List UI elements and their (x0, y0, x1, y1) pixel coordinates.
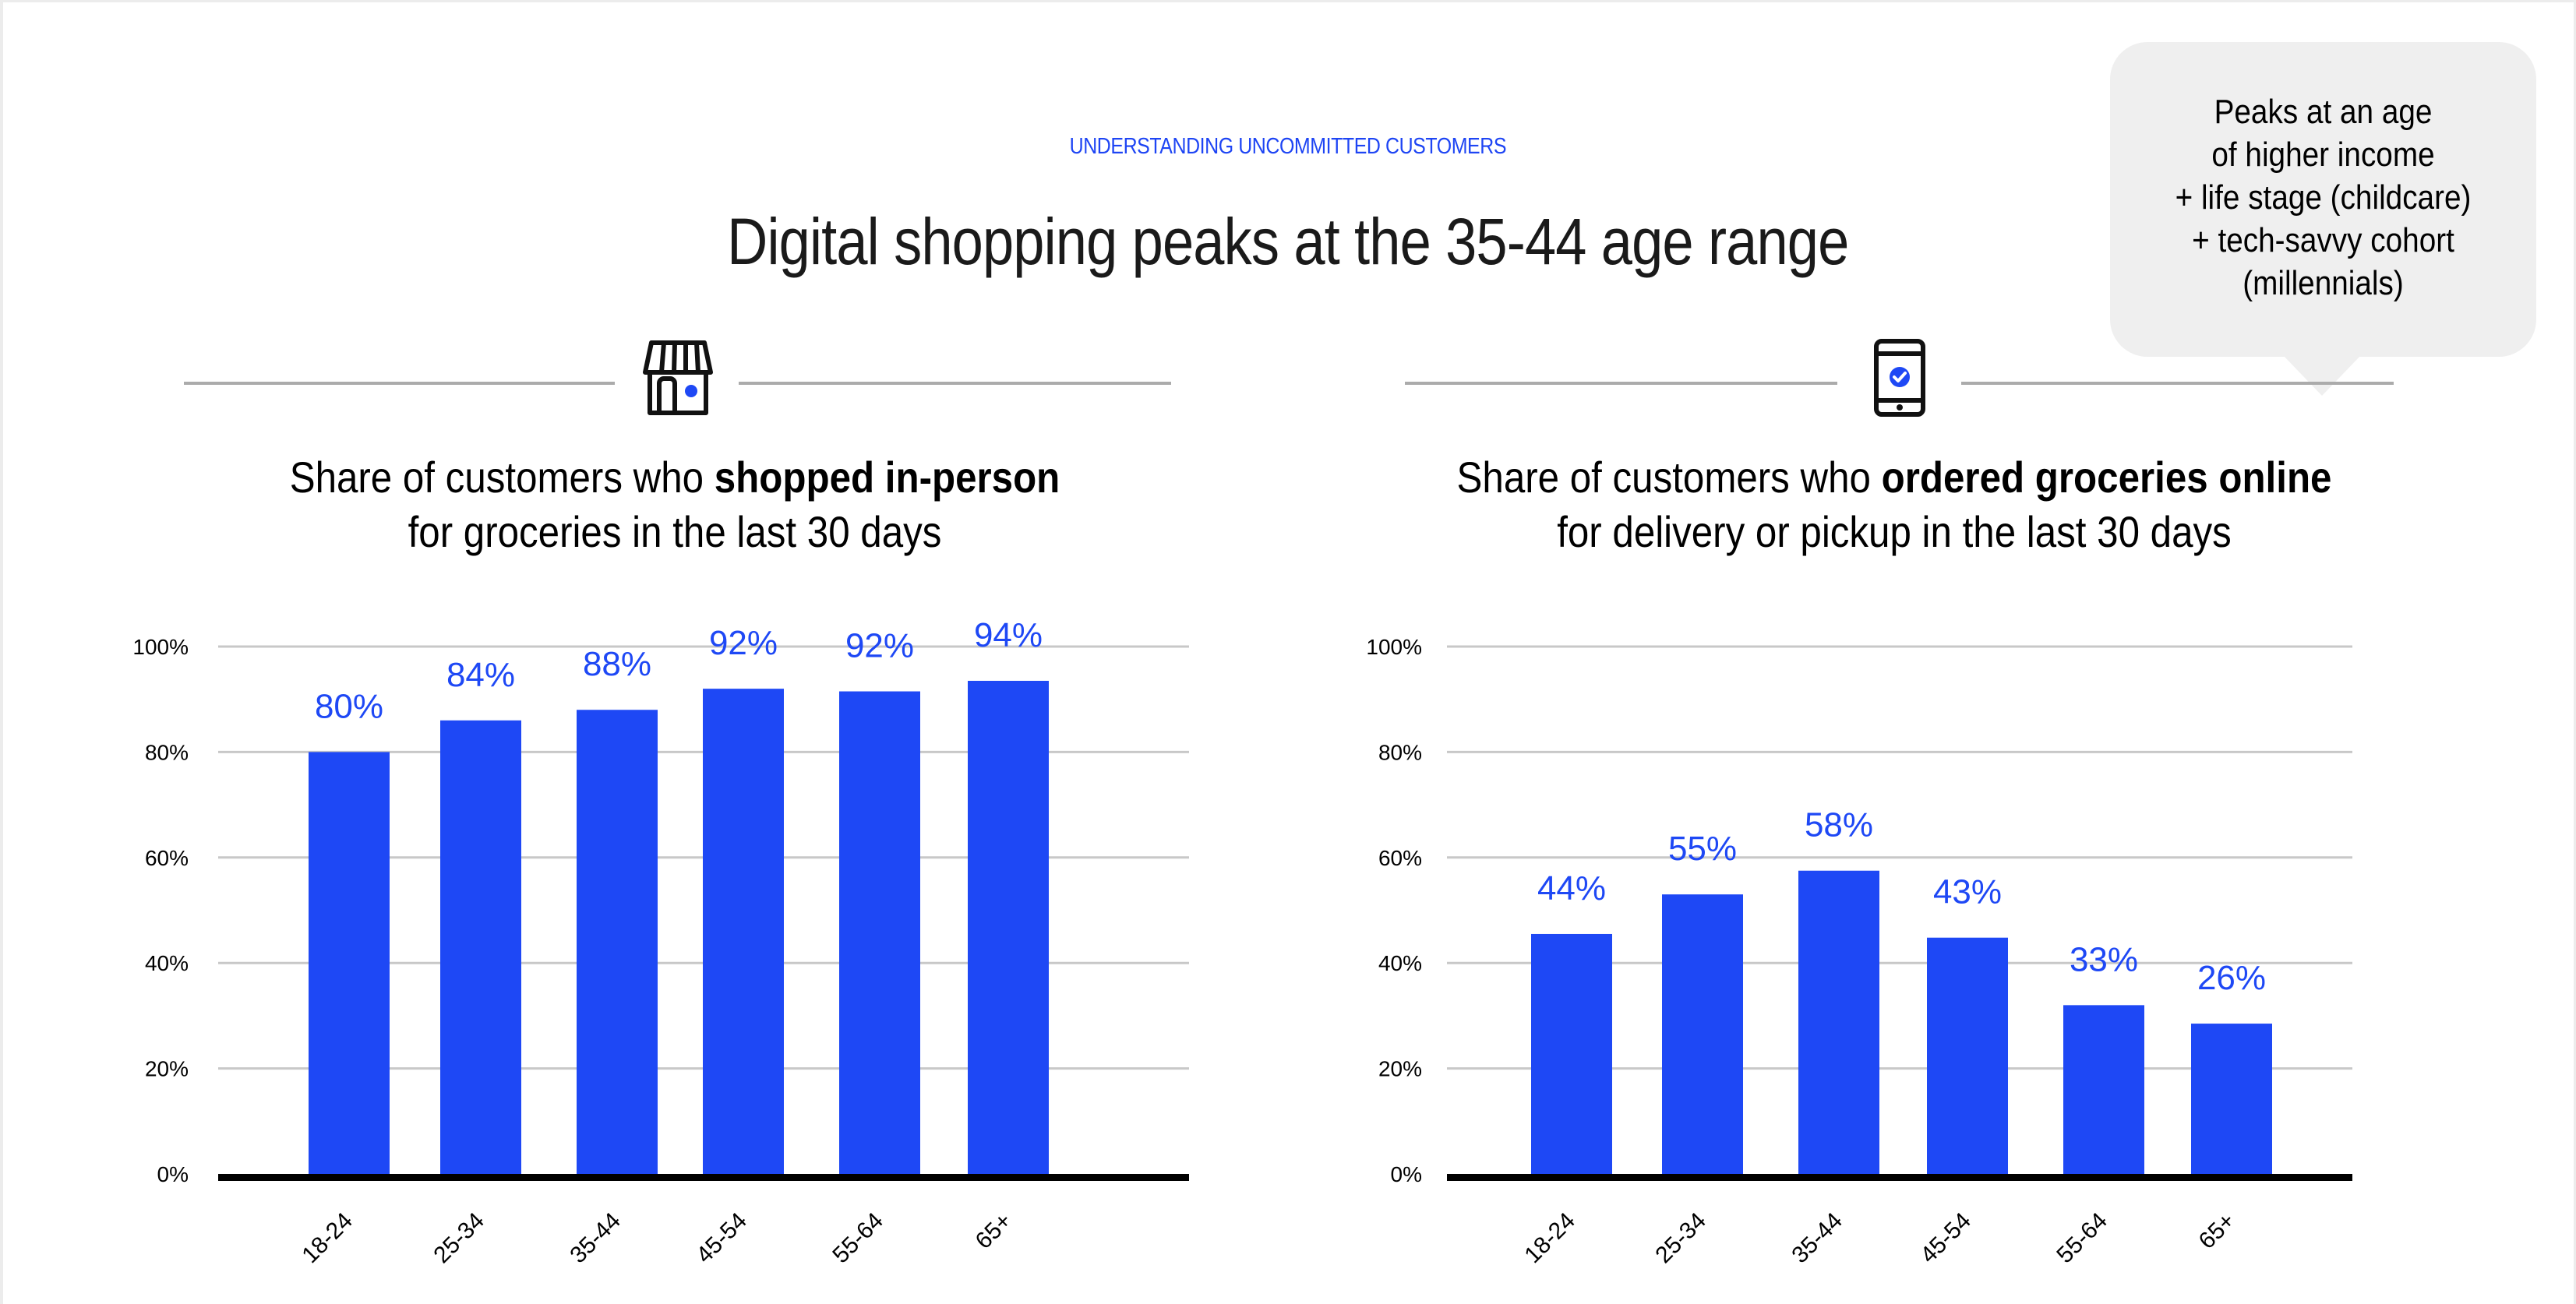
left-ytick-label: 60% (145, 846, 189, 870)
right-chart-subtitle: Share of customers who ordered groceries… (1310, 450, 2479, 559)
left-data-label: 94% (974, 616, 1043, 654)
left-divider-line-a (184, 382, 615, 385)
left-bar-65+ (968, 681, 1049, 1174)
right-bar-18-24 (1531, 933, 1612, 1174)
left-data-label: 88% (583, 645, 651, 683)
left-data-label: 92% (845, 627, 914, 665)
left-bar-55-64 (839, 691, 920, 1174)
left-bar-25-34 (440, 720, 521, 1174)
right-data-label: 33% (2070, 940, 2138, 978)
right-x-axis-line (1447, 1174, 2352, 1181)
right-xtick-label: 45-54 (1915, 1208, 1976, 1269)
right-bar-55-64 (2063, 1005, 2144, 1174)
right-ytick-label: 40% (1378, 951, 1422, 975)
right-data-label: 58% (1805, 806, 1873, 844)
right-bar-25-34 (1662, 894, 1743, 1174)
callout-line: + tech-savvy cohort (2192, 221, 2454, 259)
left-xtick-label: 25-34 (429, 1208, 489, 1269)
left-chart-group: 0% 20% 40% 60% 80% 100% 80% 18-24 84% 25-34 88% 35-… (132, 616, 1189, 1268)
right-xtick-label: 25-34 (1650, 1208, 1711, 1269)
right-subtitle-bold: ordered groceries online (1881, 453, 2332, 502)
left-bar-35-44 (577, 710, 658, 1174)
right-bar-45-54 (1927, 937, 2008, 1174)
storefront-icon (643, 340, 713, 415)
right-subtitle-prefix: Share of customers who (1456, 453, 1882, 502)
right-xtick-label: 35-44 (1787, 1208, 1847, 1269)
left-subtitle-prefix: Share of customers who (289, 453, 715, 502)
slide-frame-top (0, 0, 2576, 2)
right-bar-65+ (2191, 1024, 2272, 1174)
left-subtitle-line2: for groceries in the last 30 days (408, 507, 942, 556)
left-chart-subtitle: Share of customers who shopped in-person… (129, 450, 1220, 559)
left-xtick-label: 45-54 (691, 1208, 752, 1269)
left-ytick-label: 100% (132, 635, 189, 659)
left-divider-line-b (739, 382, 1171, 385)
right-xtick-label: 18-24 (1519, 1208, 1580, 1269)
left-ytick-label: 80% (145, 740, 189, 764)
right-data-label: 26% (2197, 959, 2266, 997)
right-chart-group: 0% 20% 40% 60% 80% 100% 44% 18-24 55% 25-34 58% 35-… (1366, 635, 2352, 1268)
left-ytick-label: 40% (145, 951, 189, 975)
slide-frame-left (0, 0, 3, 1304)
right-subtitle-line2: for delivery or pickup in the last 30 da… (1557, 507, 2232, 556)
left-data-label: 84% (446, 656, 515, 694)
right-xtick-label: 55-64 (2052, 1208, 2112, 1269)
callout-line: (millennials) (2243, 264, 2404, 302)
right-ytick-label: 100% (1366, 635, 1422, 659)
page-title-text: Digital shopping peaks at the 35-44 age … (727, 205, 1849, 278)
page-title: Digital shopping peaks at the 35-44 age … (0, 204, 2576, 280)
left-subtitle-bold: shopped in-person (714, 453, 1060, 502)
callout-line: + life stage (childcare) (2175, 178, 2472, 217)
right-bar-35-44 (1798, 870, 1879, 1174)
callout-bubble (2110, 42, 2536, 357)
right-xtick-label: 65+ (2194, 1208, 2240, 1254)
right-ytick-label: 80% (1378, 740, 1422, 764)
callout-line: of higher income (2211, 136, 2435, 174)
left-xtick-label: 35-44 (565, 1208, 626, 1269)
left-x-axis-line (218, 1174, 1189, 1181)
slide-frame-right (2574, 0, 2576, 1304)
left-data-label: 92% (709, 624, 778, 662)
callout-line: Peaks at an age (2214, 93, 2433, 131)
right-divider-line-a (1405, 382, 1837, 385)
left-ytick-label: 20% (145, 1057, 189, 1081)
right-ytick-label: 60% (1378, 846, 1422, 870)
left-bar-45-54 (703, 689, 784, 1174)
left-xtick-label: 18-24 (297, 1208, 358, 1269)
callout-pointer (2283, 355, 2361, 396)
left-xtick-label: 55-64 (827, 1208, 888, 1269)
eyebrow-text: UNDERSTANDING UNCOMMITTED CUSTOMERS (1069, 134, 1507, 159)
right-data-label: 43% (1933, 873, 2002, 911)
smartphone-check-icon (1874, 339, 1925, 417)
right-ytick-label: 20% (1378, 1057, 1422, 1081)
left-xtick-label: 65+ (971, 1208, 1017, 1254)
left-data-label: 80% (315, 687, 383, 725)
callout-text: Peaks at an age of higher income + life … (2110, 90, 2536, 305)
right-divider-line-b (1961, 382, 2394, 385)
left-ytick-label: 0% (157, 1162, 189, 1186)
eyebrow-label: UNDERSTANDING UNCOMMITTED CUSTOMERS (0, 134, 2576, 160)
right-data-label: 44% (1537, 869, 1606, 908)
right-ytick-label: 0% (1391, 1162, 1422, 1186)
left-bar-18-24 (309, 752, 390, 1174)
right-data-label: 55% (1668, 830, 1737, 868)
